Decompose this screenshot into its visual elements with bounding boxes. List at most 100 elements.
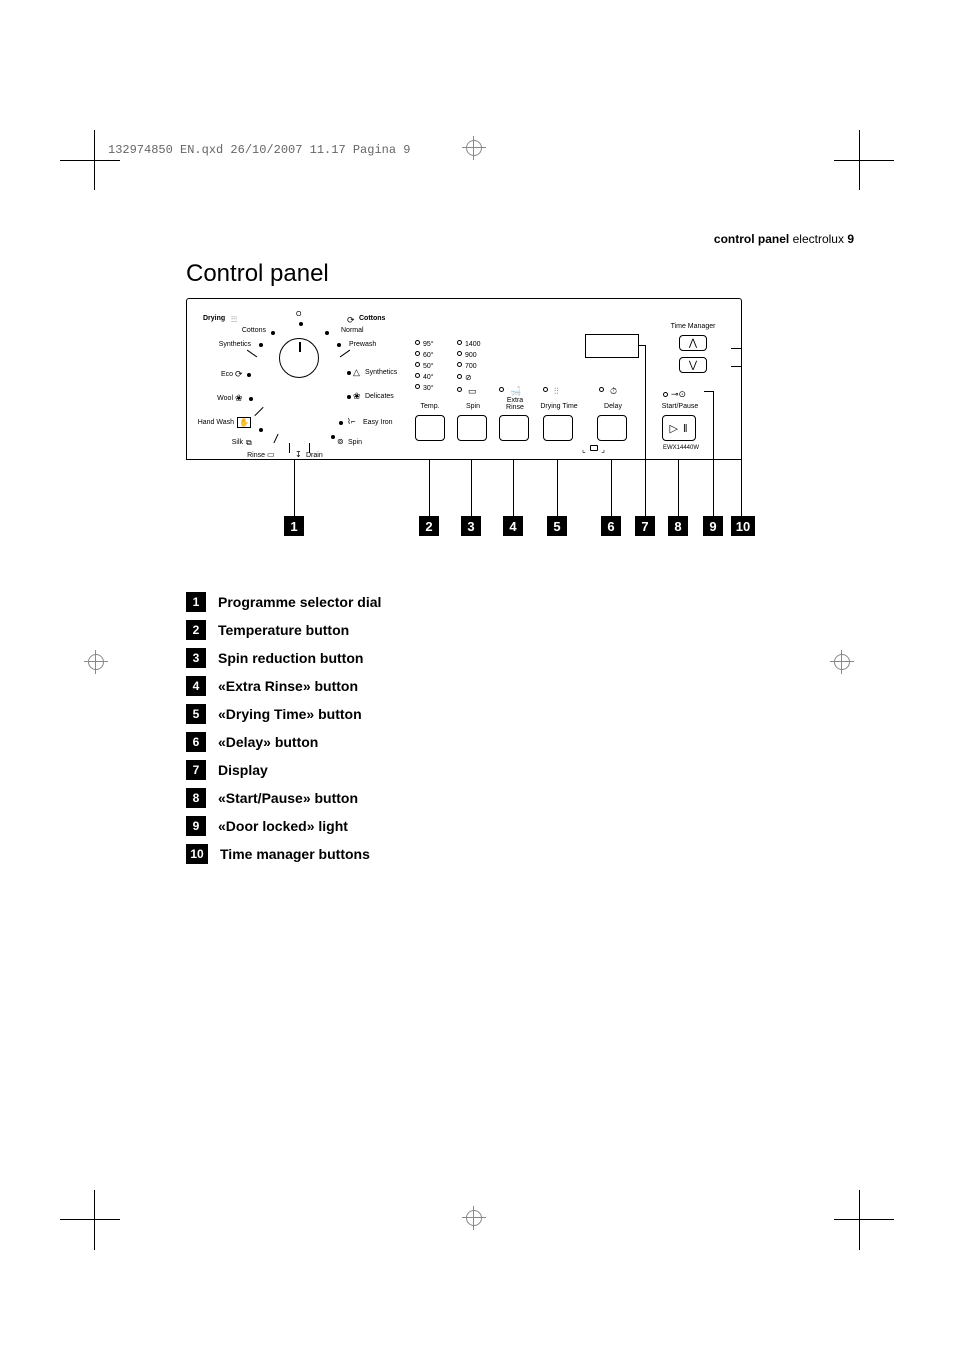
temp-60: 60° xyxy=(423,352,434,359)
dial-tick xyxy=(337,343,341,347)
dial-tick xyxy=(339,421,343,425)
callout-8: 8 xyxy=(668,516,688,536)
temp-30: 30° xyxy=(423,385,434,392)
dial-opt-cottons: Cottons xyxy=(211,327,266,334)
eco-icon: ⟳ xyxy=(235,369,243,380)
legend-text-9: «Door locked» light xyxy=(218,818,348,834)
callout-4: 4 xyxy=(503,516,523,536)
legend-num-4: 4 xyxy=(186,676,206,696)
legend-text-8: «Start/Pause» button xyxy=(218,790,358,806)
dial-opt-synth-r: Synthetics xyxy=(365,369,397,376)
crop-mark xyxy=(859,1190,860,1250)
drain-icon: ↧ xyxy=(295,450,302,459)
extra-rinse-icon: 🛁 xyxy=(510,387,521,396)
spin-nospin-icon: ⊘ xyxy=(465,373,472,382)
crop-mark xyxy=(834,1219,894,1220)
callout-line-6 xyxy=(611,460,612,516)
callout-2: 2 xyxy=(419,516,439,536)
dial-tick xyxy=(309,443,310,453)
dial-opt-wool: Wool xyxy=(191,395,233,402)
silk-icon: ⧉ xyxy=(246,438,252,448)
dial-opt-rinse: Rinse xyxy=(223,452,265,459)
legend-text-6: «Delay» button xyxy=(218,734,318,750)
temp-button[interactable] xyxy=(415,415,445,441)
display xyxy=(585,334,639,358)
time-manager-down[interactable]: ⋁ xyxy=(679,357,707,373)
cottons-label: Cottons xyxy=(359,315,385,322)
callout-10: 10 xyxy=(731,516,755,536)
legend-num-3: 3 xyxy=(186,648,206,668)
callout-3: 3 xyxy=(461,516,481,536)
dial-tick xyxy=(340,350,350,358)
delay-icon: ⏱ xyxy=(610,387,617,396)
drying-time-label: Drying Time xyxy=(531,403,587,410)
crop-mark xyxy=(60,160,120,161)
start-pause-label: Start/Pause xyxy=(653,403,707,410)
model-number: EWX14440W xyxy=(663,445,699,451)
easyiron-icon: ⌇⌐ xyxy=(347,417,356,426)
legend-num-1: 1 xyxy=(186,592,206,612)
dial-opt-spin: Spin xyxy=(348,439,362,446)
legend-item-6: 6 «Delay» button xyxy=(186,732,381,752)
dial-opt-silk: Silk xyxy=(201,439,243,446)
dial-tick xyxy=(247,373,251,377)
drying-label: Drying xyxy=(203,315,225,322)
dial-tick xyxy=(273,434,278,443)
dial-tick xyxy=(271,331,275,335)
legend-num-7: 7 xyxy=(186,760,206,780)
legend-num-6: 6 xyxy=(186,732,206,752)
legend-item-4: 4 «Extra Rinse» button xyxy=(186,676,381,696)
delicates-icon: ❀ xyxy=(353,391,361,402)
selector-dial[interactable] xyxy=(279,338,319,378)
callout-line-10 xyxy=(741,348,742,516)
synth-icon: △ xyxy=(353,367,360,378)
callout-line-4 xyxy=(513,460,514,516)
door-icon: ⊸⊙ xyxy=(671,389,686,400)
temp-50: 50° xyxy=(423,363,434,370)
drying-icon: ⫶⫶⫶ xyxy=(231,315,237,325)
extra-rinse-label: Extra Rinse xyxy=(495,397,535,411)
dial-tick xyxy=(254,407,263,416)
callout-line-8 xyxy=(678,460,679,516)
legend-num-10: 10 xyxy=(186,844,208,864)
temp-40: 40° xyxy=(423,374,434,381)
callout-line-2 xyxy=(429,460,430,516)
delay-button[interactable] xyxy=(597,415,627,441)
registration-mark xyxy=(462,136,486,160)
legend-item-8: 8 «Start/Pause» button xyxy=(186,788,381,808)
callout-line-5 xyxy=(557,460,558,516)
off-position: O xyxy=(296,311,301,318)
dial-opt-drain: Drain xyxy=(306,452,323,459)
drying-time-button[interactable] xyxy=(543,415,573,441)
dial-tick xyxy=(249,397,253,401)
start-pause-button[interactable]: ▷ ‖ xyxy=(662,415,696,441)
display-frame-indicator: ⌞ ⌟ xyxy=(582,445,606,454)
spin-button[interactable] xyxy=(457,415,487,441)
time-manager-up[interactable]: ⋀ xyxy=(679,335,707,351)
legend-text-2: Temperature button xyxy=(218,622,349,638)
child-lock-icon xyxy=(590,445,598,451)
dial-opt-delicates: Delicates xyxy=(365,393,394,400)
temp-95: 95° xyxy=(423,341,434,348)
callout-1: 1 xyxy=(284,516,304,536)
page-number: 9 xyxy=(847,232,854,246)
registration-mark xyxy=(830,650,854,674)
drying-time-icon: ⫶⫶ xyxy=(554,387,559,396)
spin-leds: 1400 900 700 ⊘ xyxy=(457,339,481,384)
page-title: Control panel xyxy=(186,260,329,288)
legend-num-5: 5 xyxy=(186,704,206,724)
legend-item-7: 7 Display xyxy=(186,760,381,780)
cottons-icon: ⟳ xyxy=(347,315,355,326)
control-panel-diagram: Drying ⫶⫶⫶ O ⟳ Cottons Cottons Synthetic… xyxy=(186,298,742,536)
callout-7: 7 xyxy=(635,516,655,536)
dial-tick xyxy=(325,331,329,335)
page-header-section: control panel xyxy=(714,232,789,246)
extra-rinse-button[interactable] xyxy=(499,415,529,441)
wool-icon: ❀ xyxy=(235,393,243,404)
dial-opt-handwash: Hand Wash xyxy=(179,419,234,426)
dial-pointer xyxy=(299,342,301,352)
legend-list: 1 Programme selector dial 2 Temperature … xyxy=(186,592,381,872)
spin-700: 700 xyxy=(465,363,477,370)
callout-line-3 xyxy=(471,460,472,516)
callout-7-v xyxy=(645,345,646,460)
